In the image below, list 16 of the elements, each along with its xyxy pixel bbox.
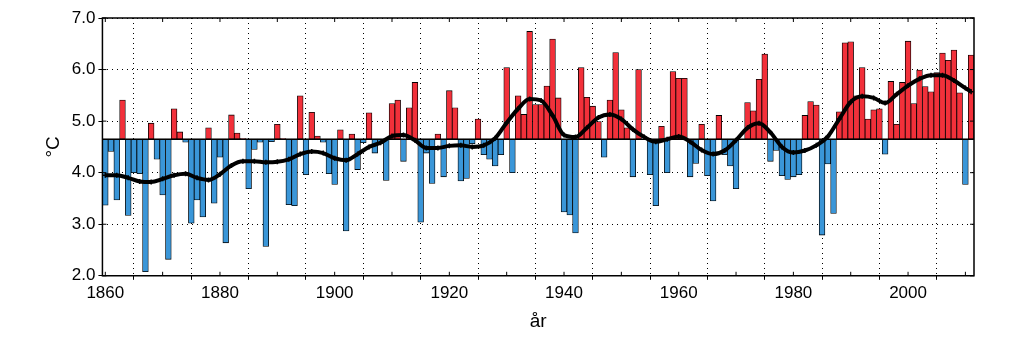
x-tick-label: 1980	[774, 282, 813, 302]
x-tick-label: 1860	[86, 282, 125, 302]
x-tick-label: 2000	[889, 282, 927, 302]
y-tick-label: 3.0	[71, 213, 96, 233]
x-tick-label: 1880	[201, 282, 239, 302]
x-tick-label: 1900	[315, 282, 354, 302]
y-tick-label: 7.0	[71, 7, 96, 27]
x-tick-label: 1920	[430, 282, 469, 302]
y-tick-label: 4.0	[71, 162, 96, 182]
x-axis-title: år	[529, 309, 548, 331]
x-tick-label: 1940	[545, 282, 583, 302]
y-tick-label: 6.0	[71, 59, 96, 79]
y-tick-label: 2.0	[71, 265, 96, 285]
y-axis-title: °C	[41, 136, 63, 158]
y-tick-label: 5.0	[71, 110, 96, 130]
x-tick-label: 1960	[659, 282, 698, 302]
